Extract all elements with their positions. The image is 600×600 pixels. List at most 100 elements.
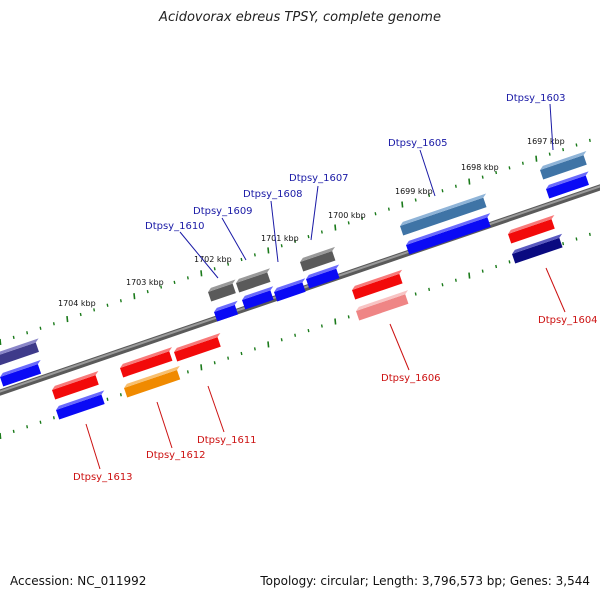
- tick-mark: [441, 189, 444, 193]
- tick-mark: [320, 324, 323, 328]
- tick-mark: [0, 338, 2, 346]
- tick-mark: [294, 239, 297, 243]
- tick-mark: [119, 393, 122, 397]
- gene-1606[interactable]: [351, 269, 406, 300]
- gene-labels: Dtpsy_1610 Dtpsy_1609 Dtpsy_1608 Dtpsy_1…: [73, 93, 598, 483]
- tick-mark: [347, 221, 350, 225]
- tick-mark: [414, 198, 417, 202]
- tick-mark: [481, 175, 484, 179]
- tick-mark: [320, 230, 323, 234]
- gene-label-1603[interactable]: Dtpsy_1603: [506, 93, 566, 104]
- tick-mark: [240, 257, 243, 262]
- gene-label-1607[interactable]: Dtpsy_1607: [289, 173, 349, 184]
- gene-1603-cds[interactable]: [545, 171, 593, 199]
- tick-mark: [562, 241, 565, 246]
- gene-1604-cds[interactable]: [511, 233, 566, 264]
- tick-mark: [428, 193, 431, 198]
- gene-label-1610[interactable]: Dtpsy_1610: [145, 221, 205, 232]
- tick-mark: [347, 315, 350, 319]
- tick-mark: [213, 361, 216, 365]
- tick-mark: [133, 293, 136, 300]
- tick-mark: [12, 429, 15, 434]
- tick-mark: [26, 425, 29, 429]
- gene-1613[interactable]: [51, 371, 103, 400]
- tick-mark: [374, 212, 377, 216]
- tick-mark: [307, 234, 310, 239]
- genome-summary-text: Topology: circular; Length: 3,796,573 bp…: [260, 574, 590, 588]
- tick-mark: [588, 232, 591, 237]
- gene-1609-cds[interactable]: [241, 286, 277, 310]
- tick-mark: [294, 333, 297, 337]
- gene-1604[interactable]: [507, 215, 559, 244]
- gene-label-1613[interactable]: Dtpsy_1613: [73, 472, 133, 483]
- tick-mark: [280, 244, 283, 248]
- tick-mark: [468, 272, 471, 279]
- tick-mark: [26, 331, 29, 335]
- tick-mark: [334, 224, 337, 231]
- tick-mark: [521, 161, 524, 165]
- gene-1612[interactable]: [119, 347, 176, 378]
- tick-mark: [575, 143, 578, 147]
- kbp-label-1703: 1703 kbp: [126, 278, 164, 287]
- gene-1611[interactable]: [173, 333, 225, 362]
- gene-label-1611[interactable]: Dtpsy_1611: [197, 435, 257, 446]
- gene-left-blue[interactable]: [0, 359, 45, 387]
- tick-mark: [227, 356, 230, 360]
- tick-mark: [119, 299, 122, 303]
- kbp-label-1704: 1704 kbp: [58, 299, 96, 308]
- tick-mark: [454, 278, 457, 282]
- tick-mark: [428, 287, 431, 292]
- kbp-labels: 1704 kbp 1703 kbp 1702 kbp 1701 kbp 1700…: [58, 137, 565, 308]
- gene-1607-cds[interactable]: [305, 264, 343, 289]
- tick-mark: [280, 338, 283, 342]
- gene-1608[interactable]: [273, 278, 309, 302]
- gene-1612-cds[interactable]: [123, 365, 184, 398]
- tick-mark: [454, 184, 457, 188]
- gene-1613-cds[interactable]: [55, 390, 108, 420]
- kbp-label-1698: 1698 kbp: [461, 163, 499, 172]
- tick-mark: [39, 326, 42, 330]
- tick-mark: [106, 397, 109, 401]
- gene-label-1604[interactable]: Dtpsy_1604: [538, 315, 598, 326]
- tick-mark: [535, 155, 538, 162]
- gene-1607[interactable]: [299, 246, 339, 272]
- gene-1609[interactable]: [235, 268, 274, 293]
- tick-mark: [160, 285, 163, 289]
- tick-mark: [186, 276, 189, 280]
- gene-1610-cds[interactable]: [213, 300, 242, 322]
- gene-1605-cds[interactable]: [405, 213, 494, 255]
- tick-mark: [240, 351, 243, 356]
- tick-mark: [200, 270, 203, 277]
- gene-1610[interactable]: [207, 279, 240, 302]
- tick-mark: [307, 328, 310, 333]
- gene-1606-cds[interactable]: [355, 290, 412, 321]
- tick-mark: [588, 138, 591, 143]
- tick-mark: [334, 318, 337, 325]
- accession-text: Accession: NC_011992: [10, 574, 147, 588]
- gene-label-1606[interactable]: Dtpsy_1606: [381, 373, 441, 384]
- tick-mark: [548, 152, 551, 156]
- gene-label-1612[interactable]: Dtpsy_1612: [146, 450, 206, 461]
- tick-mark: [253, 253, 256, 257]
- tick-mark: [106, 303, 109, 307]
- tick-mark: [39, 420, 42, 424]
- kbp-label-1697: 1697 kbp: [527, 137, 565, 146]
- tick-mark: [481, 269, 484, 273]
- tick-track-upper: [0, 138, 591, 346]
- label-leaders: [85, 103, 566, 470]
- tick-mark: [200, 364, 203, 371]
- gene-left-purple[interactable]: [0, 338, 43, 366]
- gene-label-1605[interactable]: Dtpsy_1605: [388, 138, 448, 149]
- tick-mark: [173, 280, 176, 285]
- gene-1603[interactable]: [539, 151, 591, 180]
- tick-mark: [562, 147, 565, 152]
- tick-mark: [12, 335, 15, 340]
- kbp-label-1699: 1699 kbp: [395, 187, 433, 196]
- tick-mark: [361, 216, 364, 220]
- gene-label-1608[interactable]: Dtpsy_1608: [243, 189, 303, 200]
- gene-label-1609[interactable]: Dtpsy_1609: [193, 206, 253, 217]
- gene-1605[interactable]: [399, 193, 490, 236]
- tick-mark: [93, 308, 96, 312]
- tick-mark: [575, 237, 578, 241]
